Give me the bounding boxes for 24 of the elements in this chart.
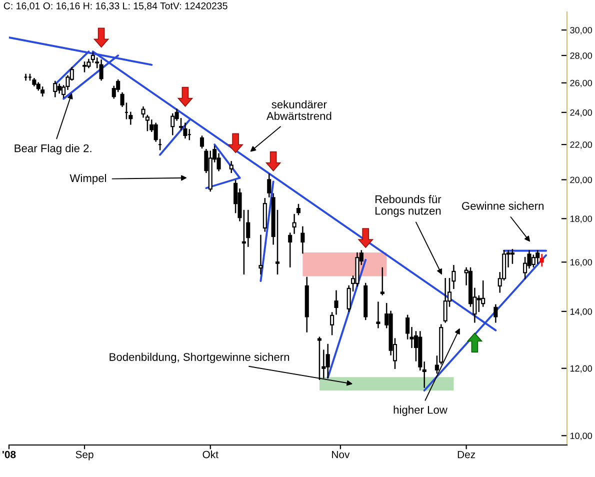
annotation: Wimpel	[70, 174, 106, 184]
y-tick-label: 24,00	[570, 109, 592, 117]
y-tick-label: 30,00	[570, 26, 592, 34]
x-tick-label: Nov	[332, 450, 350, 458]
y-tick-label: 18,00	[570, 216, 592, 224]
y-tick-label: 22,00	[570, 142, 592, 149]
y-tick-label: 20,00	[570, 176, 592, 184]
annotation: Gewinne sichern	[462, 202, 544, 210]
y-tick-label: 26,00	[570, 80, 592, 88]
x-tick-label: Okt	[202, 450, 218, 458]
x-tick-label: Dez	[458, 450, 476, 458]
y-tick-label: 28,00	[570, 52, 592, 60]
y-tick-label: 12,00	[570, 365, 592, 373]
y-tick-label: 16,00	[570, 259, 592, 267]
annotation: sekundärer Abwärtstrend	[266, 100, 332, 120]
x-tick-label: '08	[2, 450, 16, 458]
x-tick-label: Sep	[76, 450, 94, 460]
y-tick-label: 14,00	[570, 308, 592, 316]
annotation: Bear Flag die 2.	[14, 144, 92, 154]
annotation: Rebounds für Longs nutzen	[376, 195, 442, 217]
annotation: higher Low	[394, 406, 448, 416]
chart-title: C: 16,01 O: 16,16 H: 16,33 L: 15,84 TotV: 12420235	[4, 2, 228, 10]
y-tick-label: 10,00	[570, 432, 592, 440]
annotation: Bodenbildung, Shortgewinne sichern	[110, 352, 290, 364]
